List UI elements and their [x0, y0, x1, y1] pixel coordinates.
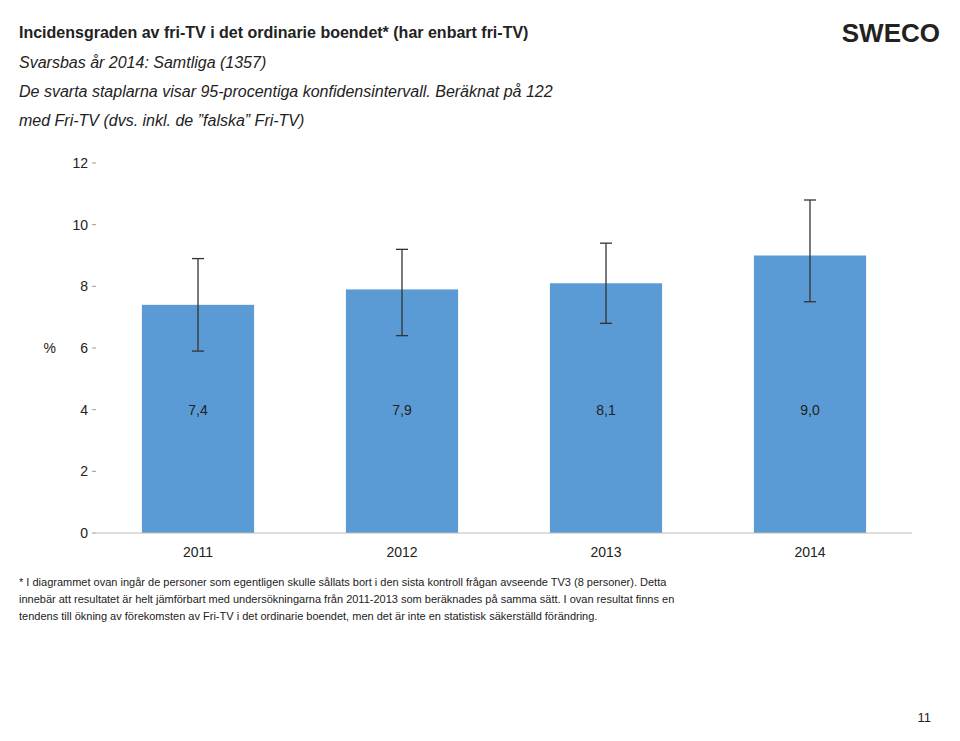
y-tick [92, 409, 96, 410]
y-tick-label: 0 [80, 525, 88, 541]
error-cap [192, 258, 204, 259]
error-cap [600, 243, 612, 244]
error-line [197, 259, 198, 352]
subtitle: Svarsbas år 2014: Samtliga (1357) [19, 54, 266, 71]
y-tick-label: 2 [80, 463, 88, 479]
error-cap [804, 199, 816, 200]
error-cap [804, 301, 816, 302]
y-tick [92, 533, 96, 534]
error-cap [396, 335, 408, 336]
x-tick-label: 2011 [183, 544, 213, 560]
page-number: 11 [918, 710, 932, 725]
footnote: innebär att resultatet är helt jämförbar… [19, 593, 674, 605]
data-label: 7,9 [392, 402, 412, 418]
error-bar [396, 249, 408, 335]
title: Incidensgraden av fri-TV i det ordinarie… [19, 24, 528, 41]
y-tick-label: 10 [72, 217, 88, 233]
y-tick [92, 224, 96, 225]
y-axis: 0 2 4 6 8 10 12 [72, 155, 96, 541]
x-tick-label: 2012 [386, 544, 417, 560]
x-tick-label: 2013 [590, 544, 621, 560]
y-tick-label: 8 [80, 278, 88, 294]
error-bar [600, 243, 612, 323]
y-axis-label: % [44, 340, 56, 356]
y-tick-label: 6 [80, 340, 88, 356]
y-tick-label: 4 [80, 402, 88, 418]
error-line [809, 200, 810, 302]
data-label: 9,0 [800, 402, 820, 418]
y-tick [92, 163, 96, 164]
error-line [401, 249, 402, 335]
logo-text: SWECO [842, 18, 940, 48]
y-tick-label: 12 [72, 155, 88, 171]
chart: Incidensgraden av fri-TV i det ordinarie… [0, 0, 960, 741]
footnote: tendens till ökning av förekomsten av Fr… [19, 610, 597, 622]
marks [142, 200, 866, 533]
data-label: 7,4 [188, 402, 208, 418]
x-axis-line [96, 533, 912, 534]
data-label: 8,1 [596, 402, 616, 418]
error-cap [396, 249, 408, 250]
error-cap [192, 350, 204, 351]
error-bar [192, 259, 204, 352]
footnote: * I diagrammet ovan ingår de personer so… [19, 576, 667, 588]
y-tick [92, 286, 96, 287]
subtitle: De svarta staplarna visar 95-procentiga … [19, 83, 553, 100]
error-bar [804, 200, 816, 302]
error-line [605, 243, 606, 323]
y-tick [92, 471, 96, 472]
subtitle: med Fri-TV (dvs. inkl. de ”falska” Fri-T… [19, 112, 304, 129]
y-tick [92, 348, 96, 349]
x-tick-label: 2014 [794, 544, 825, 560]
error-cap [600, 323, 612, 324]
